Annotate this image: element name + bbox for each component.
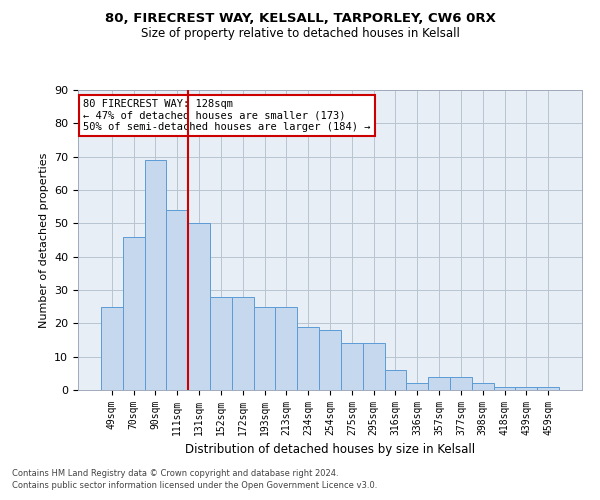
- Bar: [385, 370, 406, 390]
- Text: 80, FIRECREST WAY, KELSALL, TARPORLEY, CW6 0RX: 80, FIRECREST WAY, KELSALL, TARPORLEY, C…: [104, 12, 496, 26]
- Bar: [232, 296, 254, 390]
- Bar: [494, 386, 515, 390]
- Bar: [319, 330, 341, 390]
- Y-axis label: Number of detached properties: Number of detached properties: [38, 152, 49, 328]
- Bar: [472, 384, 494, 390]
- Bar: [123, 236, 145, 390]
- Bar: [297, 326, 319, 390]
- X-axis label: Distribution of detached houses by size in Kelsall: Distribution of detached houses by size …: [185, 444, 475, 456]
- Bar: [428, 376, 450, 390]
- Bar: [210, 296, 232, 390]
- Text: Contains public sector information licensed under the Open Government Licence v3: Contains public sector information licen…: [12, 481, 377, 490]
- Bar: [275, 306, 297, 390]
- Text: Size of property relative to detached houses in Kelsall: Size of property relative to detached ho…: [140, 28, 460, 40]
- Bar: [254, 306, 275, 390]
- Bar: [166, 210, 188, 390]
- Bar: [188, 224, 210, 390]
- Bar: [363, 344, 385, 390]
- Bar: [450, 376, 472, 390]
- Bar: [101, 306, 123, 390]
- Bar: [406, 384, 428, 390]
- Bar: [145, 160, 166, 390]
- Bar: [537, 386, 559, 390]
- Bar: [515, 386, 537, 390]
- Text: Contains HM Land Registry data © Crown copyright and database right 2024.: Contains HM Land Registry data © Crown c…: [12, 468, 338, 477]
- Text: 80 FIRECREST WAY: 128sqm
← 47% of detached houses are smaller (173)
50% of semi-: 80 FIRECREST WAY: 128sqm ← 47% of detach…: [83, 99, 371, 132]
- Bar: [341, 344, 363, 390]
